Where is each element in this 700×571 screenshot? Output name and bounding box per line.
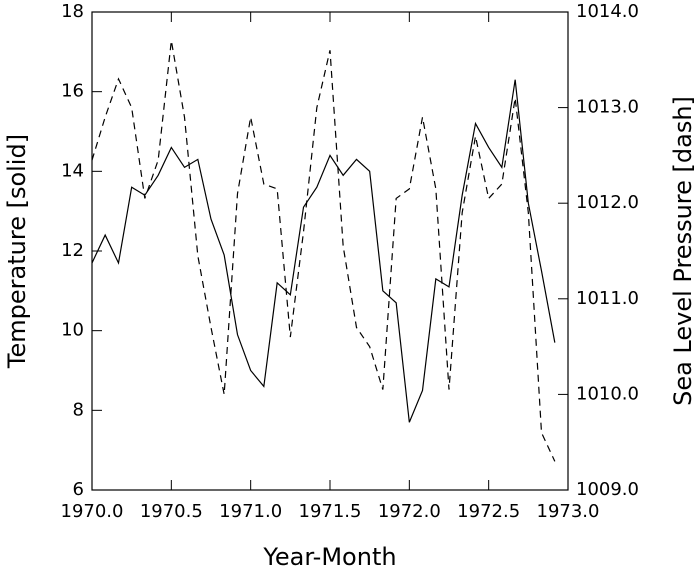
x-tick-label: 1971.0 <box>219 501 282 522</box>
y2-tick-label: 1009.0 <box>576 479 639 500</box>
data-line <box>91 79 556 423</box>
x-tick-label: 1971.5 <box>299 501 362 522</box>
y-tick-label: 12 <box>61 240 84 261</box>
y-tick-label: 14 <box>61 160 84 181</box>
x-tick-label: 1970.5 <box>140 501 203 522</box>
y2-tick-label: 1010.0 <box>576 383 639 404</box>
y-tick-label: 16 <box>61 81 84 102</box>
y2-tick-label: 1012.0 <box>576 192 639 213</box>
y-tick-label: 8 <box>73 399 84 420</box>
y2-axis-label: Sea Level Pressure [dash] <box>669 96 697 406</box>
y-tick-label: 18 <box>61 1 84 22</box>
x-tick-label: 1973.0 <box>537 501 600 522</box>
x-tick-label: 1970.0 <box>61 501 124 522</box>
plot-frame <box>91 11 569 491</box>
x-axis-label: Year-Month <box>262 543 396 571</box>
data-line <box>91 40 556 462</box>
y-axis-label: Temperature [solid] <box>3 134 31 369</box>
y2-tick-label: 1011.0 <box>576 288 639 309</box>
x-tick-label: 1972.0 <box>378 501 441 522</box>
y-tick-label: 10 <box>61 320 84 341</box>
y2-tick-label: 1013.0 <box>576 97 639 118</box>
x-tick-label: 1972.5 <box>457 501 520 522</box>
y2-tick-label: 1014.0 <box>576 1 639 22</box>
y-tick-label: 6 <box>73 479 84 500</box>
